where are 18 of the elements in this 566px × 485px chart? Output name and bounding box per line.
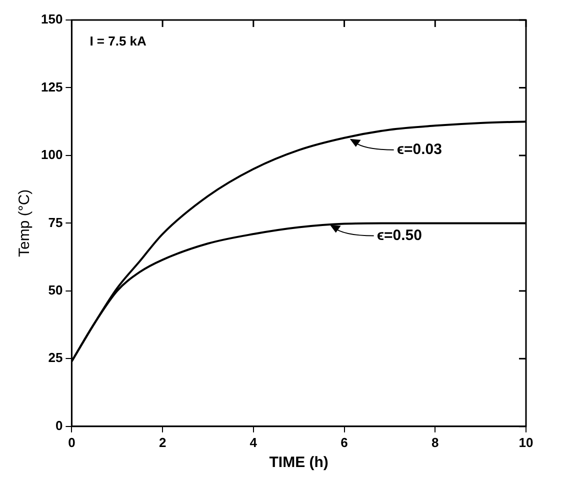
y-tick-label: 75	[48, 214, 63, 230]
y-tick-label: 25	[48, 350, 63, 366]
x-tick-label: 6	[340, 434, 348, 450]
x-tick-label: 0	[68, 434, 76, 450]
y-tick-label: 150	[40, 12, 63, 27]
x-tick-label: 4	[250, 434, 258, 450]
annotation: ϵ=0.03	[396, 140, 442, 158]
y-tick-label: 100	[40, 147, 63, 162]
y-axis-title: Temp (°C)	[16, 189, 34, 258]
x-tick-label: 8	[432, 434, 439, 450]
annotation: ϵ=0.50	[376, 226, 422, 244]
x-tick-label: 2	[158, 434, 166, 450]
annotation: I = 7.5 kA	[90, 34, 148, 49]
x-tick-label: 10	[518, 434, 534, 450]
x-axis-title: TIME (h)	[269, 454, 328, 472]
y-tick-label: 0	[55, 418, 63, 433]
y-tick-label: 50	[48, 282, 63, 298]
y-tick-label: 125	[40, 79, 63, 94]
